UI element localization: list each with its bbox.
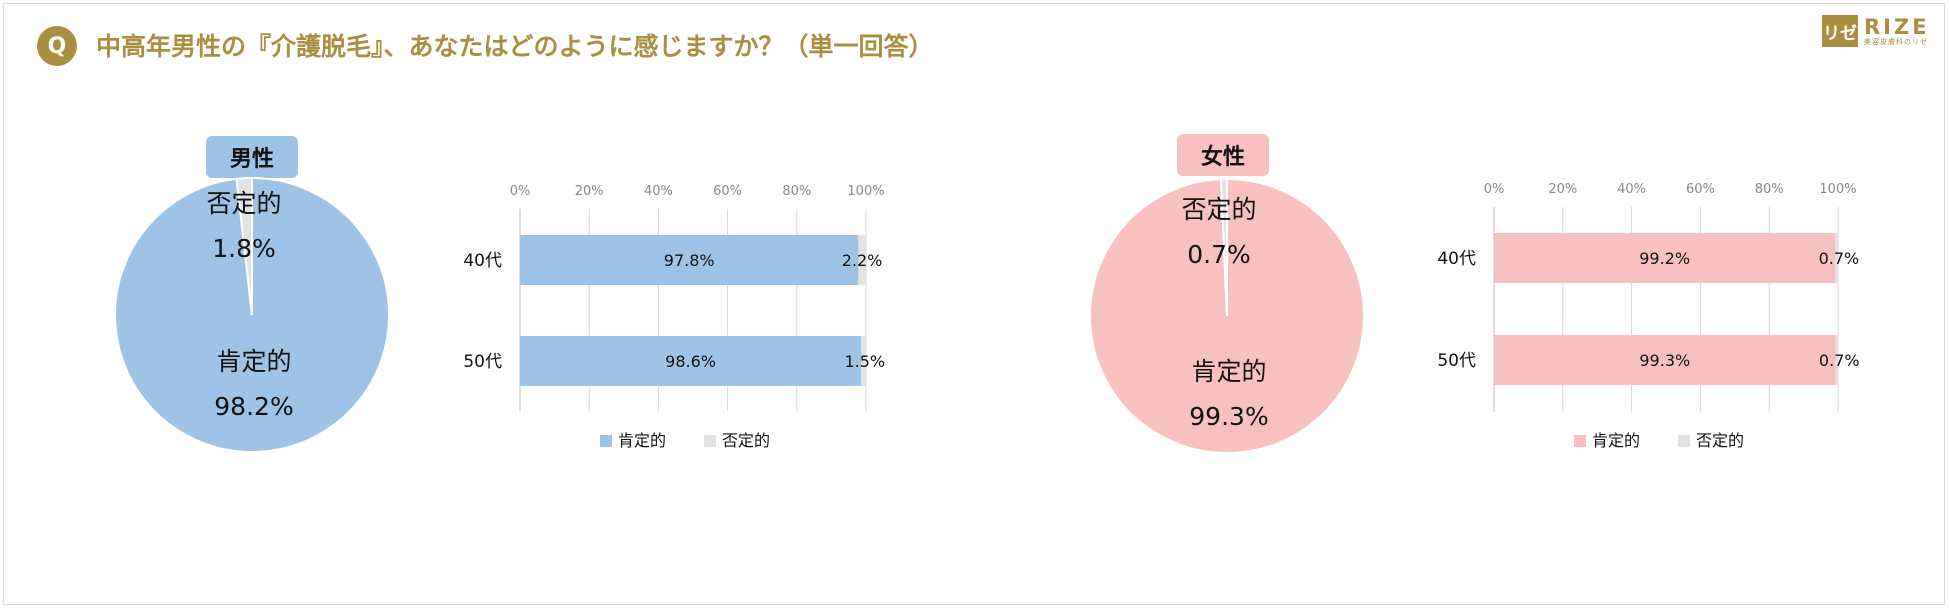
male-bar-positive-label: 97.8%	[664, 251, 715, 270]
male-pie-positive-value: 98.2%	[214, 392, 293, 421]
female-category-label: 40代	[1437, 249, 1476, 269]
question-badge: Q	[37, 26, 77, 66]
male-bar-positive	[520, 336, 862, 386]
female-pie-slice-negative	[1219, 177, 1228, 317]
male-bar-negative-label: 2.2%	[842, 251, 883, 270]
female-bar-positive	[1494, 335, 1836, 385]
female-bar-positive-label: 99.2%	[1639, 249, 1690, 268]
female-category-label: 50代	[1437, 351, 1476, 371]
male-bar-positive	[520, 235, 859, 285]
female-legend-swatch-negative	[1678, 435, 1690, 447]
female-x-tick-label: 0%	[1484, 182, 1505, 197]
female-pie-negative-value: 0.7%	[1187, 240, 1251, 269]
female-bar-negative-label: 0.7%	[1819, 351, 1860, 370]
male-x-tick-label: 100%	[847, 184, 884, 199]
male-category-label: 40代	[463, 251, 502, 271]
male-x-tick-label: 60%	[713, 184, 742, 199]
female-pie-positive-value: 99.3%	[1189, 402, 1268, 431]
female-pie-negative-label: 否定的	[1181, 195, 1256, 224]
male-x-tick-label: 80%	[782, 184, 811, 199]
male-bar-negative	[858, 235, 866, 285]
brand-logo: リゼ RIZE 美容皮膚科のリゼ	[1822, 15, 1930, 47]
female-section-label: 女性	[1177, 134, 1269, 176]
logo-subtitle: 美容皮膚科のリゼ	[1864, 37, 1928, 46]
male-legend-label-negative: 否定的	[722, 431, 770, 450]
male-pie-slice-negative	[235, 176, 253, 316]
female-legend-swatch-positive	[1574, 435, 1586, 447]
male-x-tick-label: 0%	[510, 184, 531, 199]
male-x-tick-label: 20%	[575, 184, 604, 199]
male-bar-positive-label: 98.6%	[665, 352, 716, 371]
logo-mark: リゼ	[1822, 15, 1858, 47]
slide-frame	[3, 3, 1945, 605]
logo-word: RIZE	[1864, 14, 1930, 39]
female-bar-negative	[1835, 335, 1838, 385]
male-bar-negative-label: 1.5%	[844, 352, 885, 371]
female-bar-positive-label: 99.3%	[1639, 351, 1690, 370]
male-section-label: 男性	[206, 136, 298, 178]
male-x-tick-label: 40%	[644, 184, 673, 199]
male-category-label: 50代	[463, 352, 502, 372]
female-pie-positive-label: 肯定的	[1191, 357, 1266, 386]
male-pie-negative-label: 否定的	[206, 189, 281, 218]
female-bar-negative	[1835, 233, 1838, 283]
female-legend-label-negative: 否定的	[1696, 431, 1744, 450]
male-pie-negative-value: 1.8%	[212, 234, 276, 263]
female-x-tick-label: 80%	[1755, 182, 1784, 197]
male-legend-label-positive: 肯定的	[618, 431, 666, 450]
male-bar-negative	[861, 336, 867, 386]
female-x-tick-label: 100%	[1819, 182, 1856, 197]
female-bar-negative-label: 0.7%	[1819, 249, 1860, 268]
male-legend-swatch-negative	[704, 435, 716, 447]
female-x-tick-label: 40%	[1617, 182, 1646, 197]
male-pie-positive-label: 肯定的	[216, 347, 291, 376]
female-legend-label-positive: 肯定的	[1592, 431, 1640, 450]
female-x-tick-label: 20%	[1548, 182, 1577, 197]
female-bar-positive	[1494, 233, 1836, 283]
female-x-tick-label: 60%	[1686, 182, 1715, 197]
male-legend-swatch-positive	[600, 435, 612, 447]
question-title: 中高年男性の『介護脱毛』、あなたはどのように感じますか？（単一回答）	[96, 32, 934, 61]
